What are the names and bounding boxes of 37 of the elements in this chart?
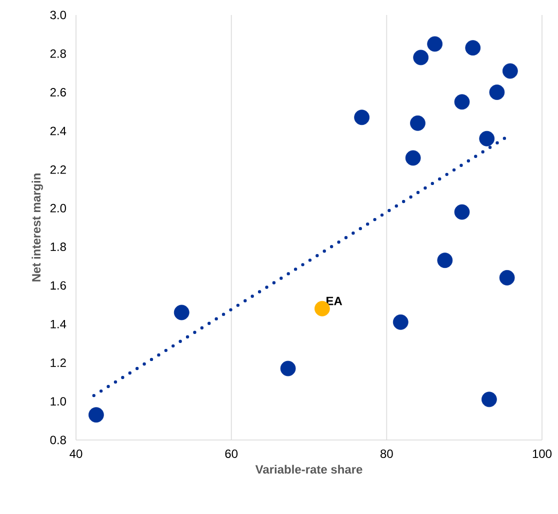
y-tick-label: 2.2 [50, 165, 66, 174]
point [489, 84, 505, 100]
x-axis-title: Variable-rate share [255, 464, 362, 474]
point [481, 392, 497, 408]
point [392, 314, 408, 330]
point [174, 304, 190, 320]
series-label: EA [326, 296, 342, 306]
y-tick-label: 0.8 [50, 436, 66, 444]
point [410, 115, 426, 131]
point [88, 407, 104, 423]
y-tick-label: 2.4 [50, 126, 66, 136]
point [454, 204, 470, 220]
y-tick-label: 1.8 [50, 242, 66, 252]
point [280, 360, 296, 376]
x-tick-label: 60 [225, 450, 238, 458]
point [354, 110, 370, 126]
y-tick-label: 2.8 [50, 49, 66, 58]
x-tick-label: 80 [380, 450, 393, 458]
y-tick-label: 1.6 [50, 281, 66, 290]
y-tick-label: 2.0 [50, 204, 66, 212]
point [454, 94, 470, 110]
x-tick-label: 100 [532, 450, 552, 458]
point [479, 130, 495, 146]
y-axis-title: Net interest margin [32, 174, 43, 282]
x-tick-label: 40 [70, 450, 82, 458]
y-tick-label: 3.0 [50, 10, 66, 20]
point [499, 270, 515, 286]
point [413, 50, 429, 66]
point [427, 36, 443, 52]
point [405, 150, 421, 166]
point [502, 63, 518, 79]
y-tick-label: 1.4 [50, 320, 66, 328]
y-tick-label: 1.2 [50, 358, 66, 367]
y-tick-label: 2.6 [50, 88, 66, 97]
point [465, 40, 481, 56]
point [437, 252, 453, 268]
y-tick-label: 1.0 [50, 397, 66, 406]
